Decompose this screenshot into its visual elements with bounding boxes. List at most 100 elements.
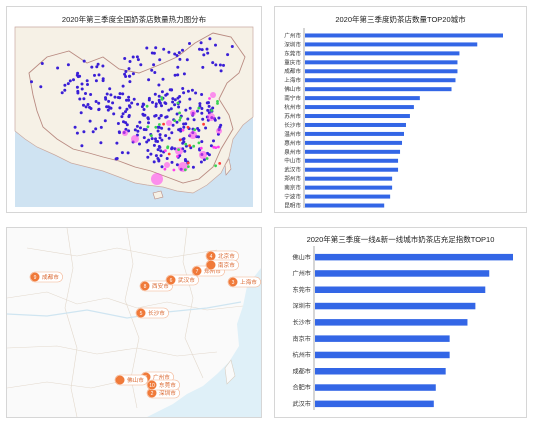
heat-dot [160,138,164,142]
heat-dot [157,83,161,87]
heat-dot [211,106,215,110]
category-label: 杭州市 [292,351,311,359]
heat-dot [202,158,206,162]
heat-dot [186,161,190,165]
bar [305,158,399,163]
heat-dot [197,106,201,110]
heat-dot [82,97,86,101]
heat-dot [186,125,190,129]
category-label: 杭州市 [284,103,301,111]
category-label: 苏州市 [284,112,301,120]
city-marker[interactable]: 2 深圳市 [146,387,180,399]
heat-dot [214,146,218,150]
heat-dot [159,114,163,117]
bar [305,60,458,65]
heat-dot [226,53,230,57]
heat-dot [173,103,177,107]
heat-dot [184,142,188,146]
bar [315,335,450,342]
heat-dot [173,52,177,56]
category-label: 东莞市 [292,286,311,294]
heat-dot [192,118,196,122]
marker-number: 9 [34,275,37,281]
heat-dot [94,79,98,83]
heat-dot [151,100,154,104]
heat-dot [173,73,177,77]
heat-dot [135,124,139,128]
heat-dot [176,101,180,105]
heat-dot [121,84,125,88]
heat-dot [152,63,156,67]
city-marker[interactable]: 9 成都市 [29,271,63,283]
heat-dot [127,129,131,133]
heat-dot [178,95,182,98]
heat-dot [95,65,99,69]
heat-dot [136,129,140,133]
category-label: 上海市 [284,76,301,84]
heat-dot [96,62,100,66]
city-marker[interactable]: 4 北京市 [205,250,239,262]
marker-dot [140,281,150,291]
heat-dot [56,66,60,70]
city-marker[interactable]: 佛山市 [114,374,148,386]
city-marker[interactable]: 8 西安市 [139,280,173,292]
bar [305,69,458,74]
heat-dot [218,162,222,165]
heat-dot [185,58,189,62]
heat-dot [127,67,131,71]
category-label: 佛山市 [292,253,311,261]
heat-dot [136,102,140,106]
city-marker[interactable]: 6 武汉市 [165,274,199,286]
heat-dot [107,99,111,103]
yangtze-river [7,301,242,319]
heat-dot [200,107,204,110]
marker-map-panel: 9成都市8西安市4北京市6武汉市5长沙市7郑州市3上海市1广州市2深圳市10东莞… [6,227,262,418]
heatmap-title: 2020年第三季度全国奶茶店数量热力图分布 [61,15,207,24]
heat-dot [127,115,131,119]
hainan-island [152,190,164,200]
bar [305,42,478,47]
heat-dot [199,160,203,164]
heat-dot [181,128,185,132]
heat-dot [154,114,158,117]
heat-dot [101,64,105,68]
heat-dot [172,168,176,172]
heat-dot [219,69,223,73]
heat-dot [60,91,64,95]
heat-dot [99,125,103,129]
city-marker[interactable]: 10 东莞市 [146,379,180,391]
heat-dot [121,112,125,116]
heat-dot [175,54,179,57]
city-marker[interactable]: 3 上海市 [227,276,261,288]
heat-dot [84,105,88,109]
heat-dot [170,147,174,151]
heat-dot [72,78,75,82]
heat-dot [131,72,135,76]
heat-dot [188,106,192,110]
marker-label: 武汉市 [178,276,195,284]
heat-dot [88,119,92,123]
heat-dot [178,118,182,122]
heat-dot [138,142,141,146]
bar [305,78,456,83]
bar [315,253,513,261]
heat-dot [157,98,161,102]
marker-label: 长沙市 [148,309,165,317]
heat-dot [154,102,158,106]
marker-label: 广州市 [153,373,170,381]
heat-dot [121,92,125,96]
heat-dot [216,102,219,105]
heat-dot [78,97,82,101]
bar [305,149,401,154]
category-label: 昆明市 [284,201,301,209]
heat-dot [123,72,127,76]
heat-dot [164,134,168,138]
heat-dot [165,115,169,119]
heat-dot [120,151,124,155]
heat-dot [188,144,192,148]
heat-dot [147,121,150,125]
city-marker[interactable]: 5 长沙市 [135,307,169,319]
category-label: 合肥市 [292,384,311,392]
city-marker[interactable]: 南京市 [205,259,239,271]
top20-title: 2020年第三季度奶茶店数量TOP20城市 [335,15,466,24]
